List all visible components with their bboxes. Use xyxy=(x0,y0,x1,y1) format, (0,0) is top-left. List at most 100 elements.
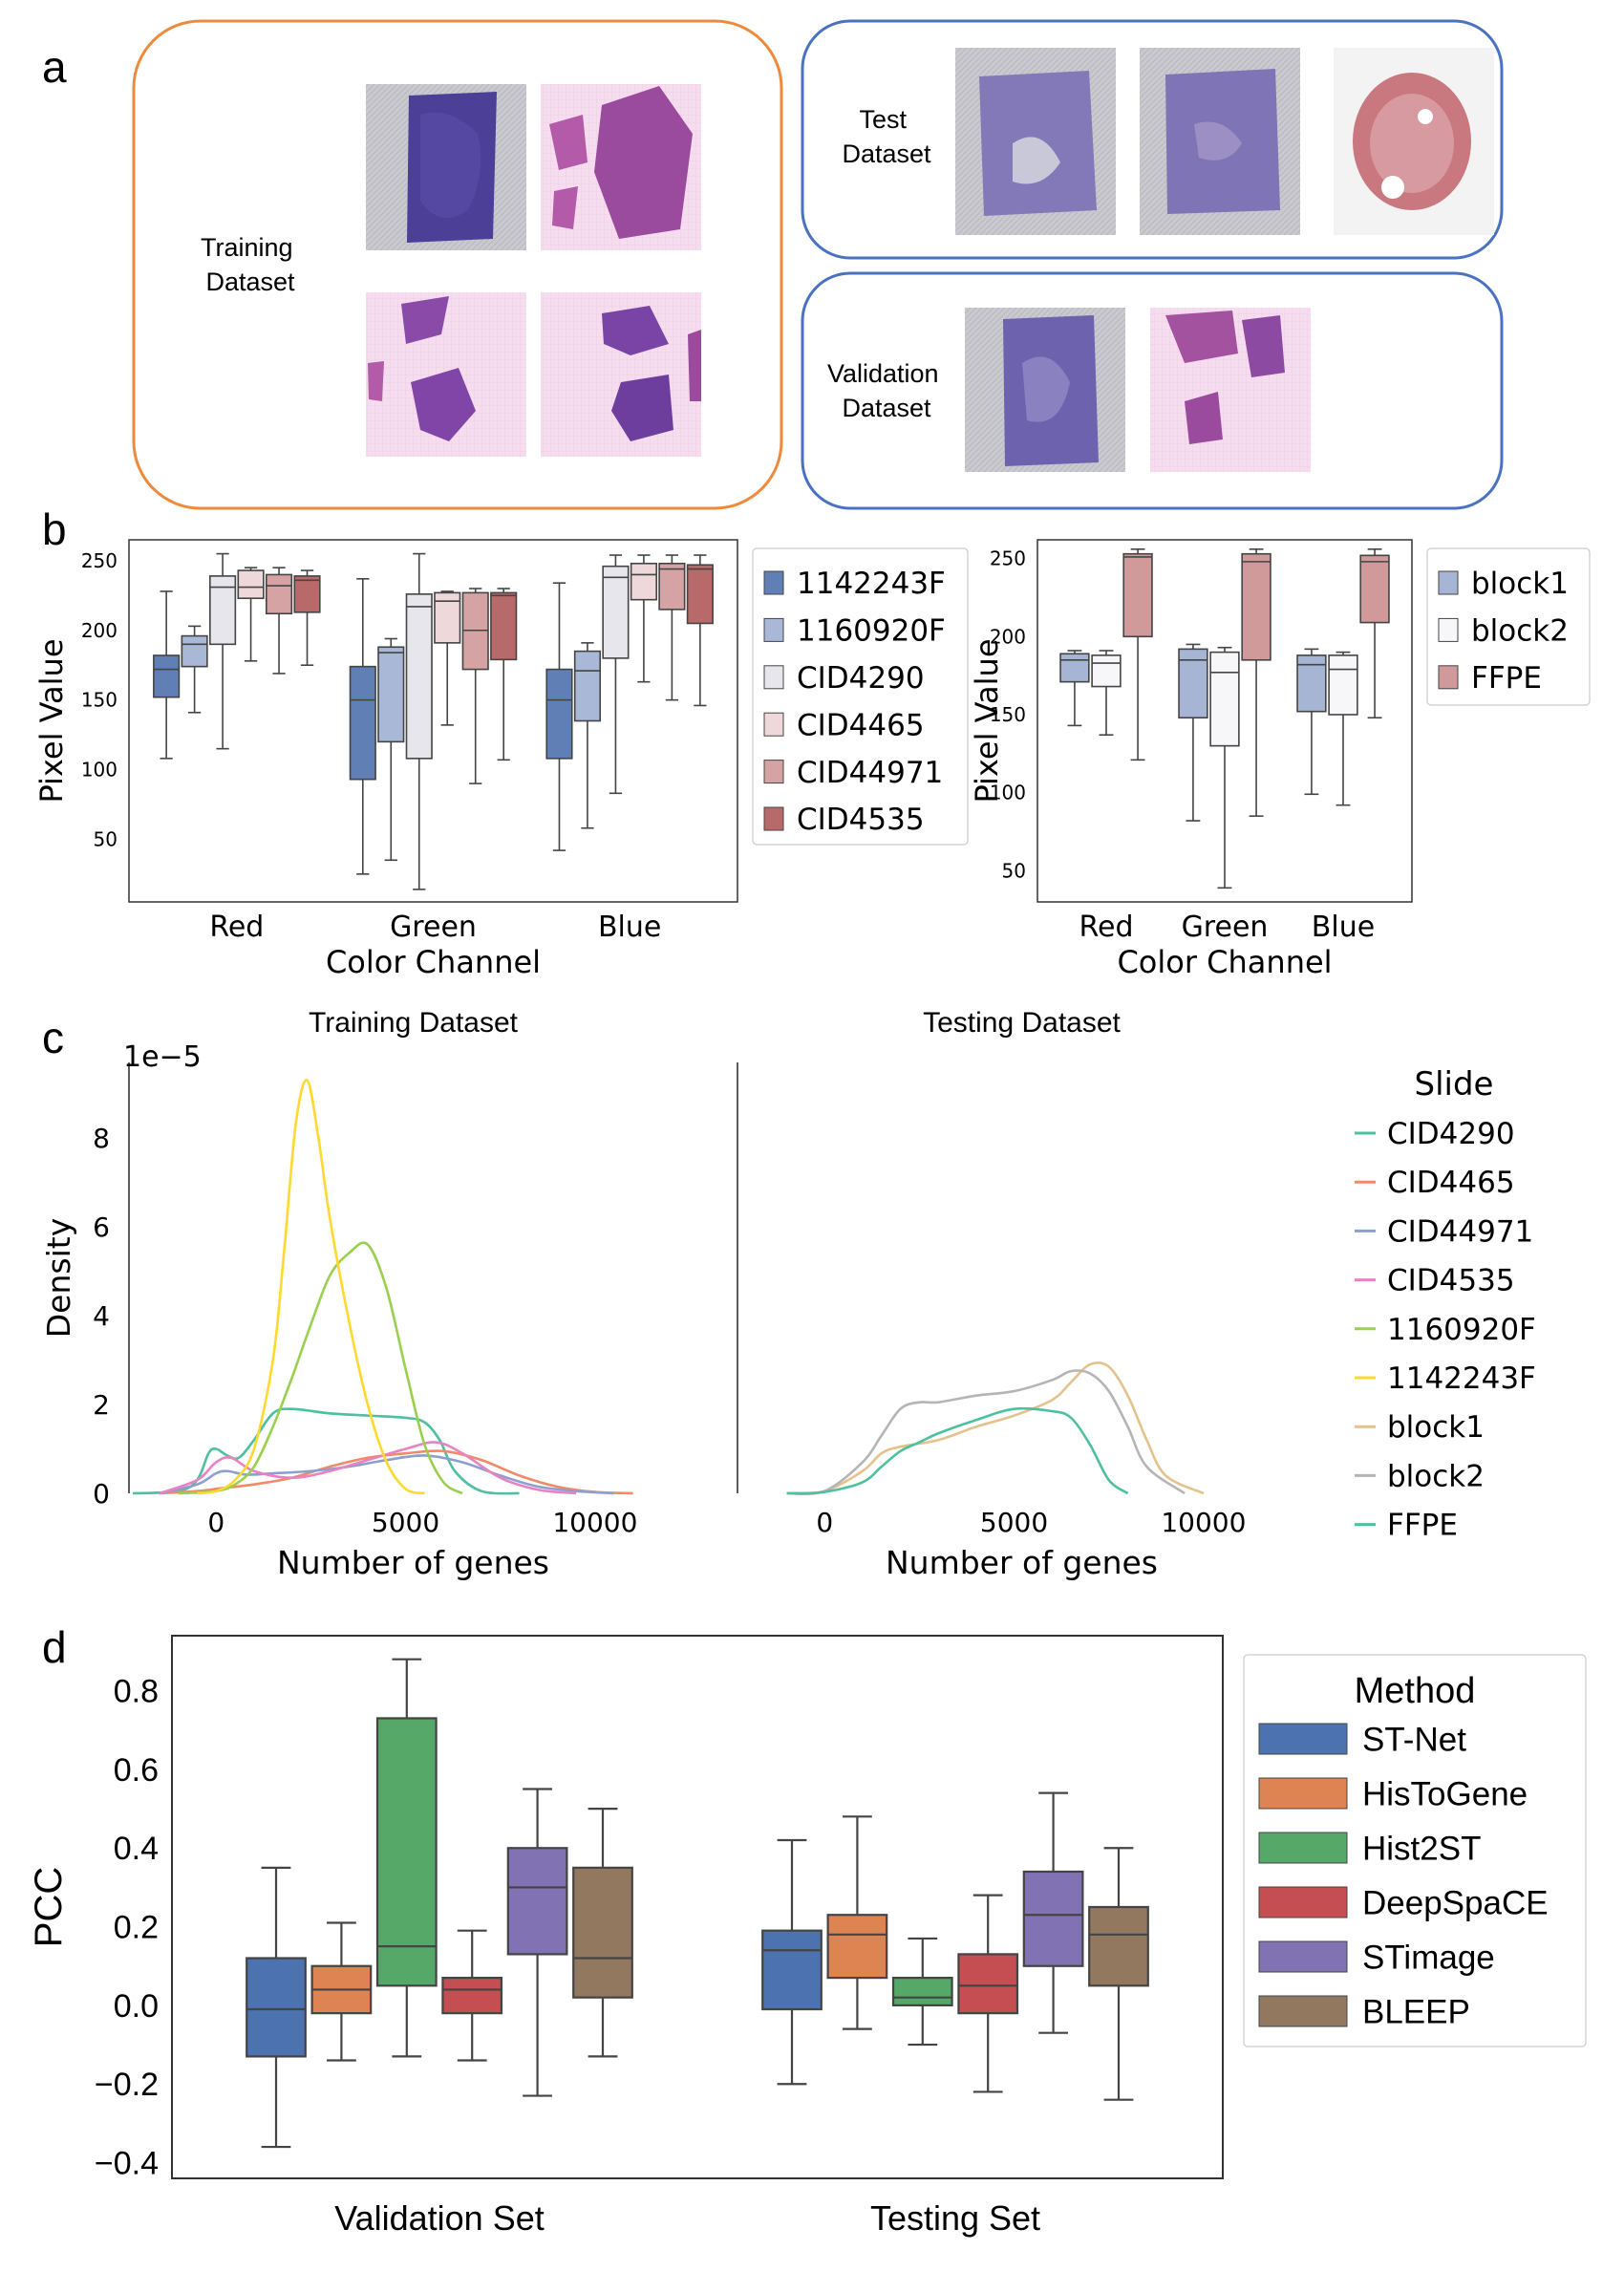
legend-swatch xyxy=(763,570,784,595)
box-body xyxy=(375,1717,438,1987)
b-right-xtick: Red xyxy=(1079,911,1134,944)
c-train-xtick: 10000 xyxy=(552,1507,637,1538)
legend-label: HisToGene xyxy=(1362,1776,1528,1813)
box-body xyxy=(181,634,208,668)
b-left-ytick: 250 xyxy=(81,549,118,572)
b-right-ytick: 250 xyxy=(990,547,1026,570)
box-body xyxy=(573,650,602,722)
c-legend-1160920F: 1160920F xyxy=(1355,1313,1536,1347)
b-right-box-block1 xyxy=(1296,648,1327,796)
c-legend-CID4465: CID4465 xyxy=(1355,1166,1515,1200)
b-left-box-CID4535 xyxy=(686,554,714,707)
b-right-legend-FFPE: FFPE xyxy=(1438,661,1542,696)
panel-label-d: d xyxy=(42,1622,67,1672)
panel-label-a: a xyxy=(42,42,67,92)
d-box-STimage xyxy=(1022,1791,1084,2034)
box-body xyxy=(761,1929,823,2011)
box-body xyxy=(1359,554,1390,624)
legend-label: CID4465 xyxy=(797,708,925,742)
box-body xyxy=(265,573,293,615)
b-left-xlabel: Color Channel xyxy=(326,944,541,980)
legend-swatch xyxy=(1258,1886,1348,1918)
b-left-legend-CID4290: CID4290 xyxy=(763,661,925,696)
c-legend-block2: block2 xyxy=(1355,1459,1485,1493)
box-body xyxy=(377,646,405,743)
legend-label: ST-Net xyxy=(1362,1722,1466,1759)
b-right-ylabel: Pixel Value xyxy=(969,638,1005,803)
legend-swatch xyxy=(1258,1940,1348,1973)
legend-swatch xyxy=(1258,1832,1348,1864)
d-frame xyxy=(171,1635,1224,2179)
legend-label: CID44971 xyxy=(1387,1214,1533,1249)
training-label-line2: Dataset xyxy=(205,268,295,296)
b-right-xlabel: Color Channel xyxy=(1117,944,1332,980)
b-left-box-CID4290 xyxy=(602,554,630,795)
legend-swatch xyxy=(1258,1723,1348,1755)
c-test-xtick: 10000 xyxy=(1161,1507,1246,1538)
d-box-DeepSpaCE xyxy=(441,1929,503,2062)
b-left-legend-CID44971: CID44971 xyxy=(763,756,943,790)
legend-label: block1 xyxy=(1387,1410,1485,1445)
c-test-curve-FFPE xyxy=(786,1406,1129,1495)
b-right-box-FFPE xyxy=(1122,548,1153,761)
training-slide-4 xyxy=(541,292,701,457)
b-right-legend-block1: block1 xyxy=(1438,567,1569,601)
c-train-title: Training Dataset xyxy=(309,1007,519,1039)
d-ylabel: PCC xyxy=(28,1867,70,1947)
d-xtick: Validation Set xyxy=(334,2198,544,2238)
box-body xyxy=(153,654,181,698)
b-left-legend-1142243F: 1142243F xyxy=(763,567,946,601)
b-left-box-CID44971 xyxy=(658,554,686,701)
test-slide-1 xyxy=(955,48,1116,235)
b-right-ytick: 200 xyxy=(990,625,1026,648)
box-body xyxy=(405,593,433,760)
d-legend-Hist2ST: Hist2ST xyxy=(1258,1831,1481,1868)
b-left-legend-frame xyxy=(752,547,969,846)
c-train-xlabel: Number of genes xyxy=(277,1544,549,1581)
c-test-xtick: 0 xyxy=(816,1507,833,1538)
b-left-box-1142243F xyxy=(349,578,376,875)
box-body xyxy=(1122,552,1153,638)
legend-label: CID44971 xyxy=(797,756,943,790)
box-body xyxy=(891,1976,953,2006)
legend-label: Hist2ST xyxy=(1362,1831,1481,1868)
validation-slide-2 xyxy=(1150,308,1311,472)
box-body xyxy=(957,1953,1019,2015)
legend-swatch xyxy=(763,665,784,690)
b-left-ylabel: Pixel Value xyxy=(33,638,70,803)
b-right-xtick: Blue xyxy=(1312,911,1375,944)
legend-swatch xyxy=(1258,1777,1348,1810)
c-legend-FFPE: FFPE xyxy=(1355,1509,1458,1543)
panel-label-b: b xyxy=(42,504,67,554)
c-train-xtick: 5000 xyxy=(372,1507,439,1538)
box-body xyxy=(1209,651,1240,747)
legend-label: STimage xyxy=(1362,1940,1495,1977)
test-label-line2: Dataset xyxy=(842,139,931,168)
d-ytick: −0.4 xyxy=(95,2145,159,2181)
b-right-box-block2 xyxy=(1328,651,1358,806)
d-ytick: 0.0 xyxy=(114,1988,159,2025)
d-box-DeepSpaCE xyxy=(957,1894,1019,2093)
training-label-line1: Training xyxy=(201,233,293,262)
c-train-ytick: 4 xyxy=(93,1300,110,1332)
b-left-box-CID4465 xyxy=(434,590,461,726)
d-legend-DeepSpaCE: DeepSpaCE xyxy=(1258,1885,1549,1922)
legend-label: BLEEP xyxy=(1362,1994,1470,2031)
test-slide-3 xyxy=(1334,48,1494,235)
b-right-box-block1 xyxy=(1059,650,1090,727)
d-box-BLEEP xyxy=(572,1808,633,2058)
c-legend-CID4290: CID4290 xyxy=(1355,1117,1515,1151)
test-dataset-box xyxy=(801,19,1504,260)
legend-label: block2 xyxy=(1387,1459,1485,1493)
c-train-curve-1142243F xyxy=(197,1079,425,1495)
legend-label: CID4535 xyxy=(1387,1264,1515,1298)
c-train-ylabel: Density xyxy=(40,1218,77,1338)
legend-label: DeepSpaCE xyxy=(1362,1885,1549,1922)
box-body xyxy=(630,562,657,601)
legend-label: 1160920F xyxy=(1387,1313,1536,1347)
legend-swatch xyxy=(763,806,784,831)
c-legend-title: Slide xyxy=(1415,1065,1494,1104)
b-right-legend-block2: block2 xyxy=(1438,614,1569,649)
d-legend-title: Method xyxy=(1355,1671,1476,1711)
